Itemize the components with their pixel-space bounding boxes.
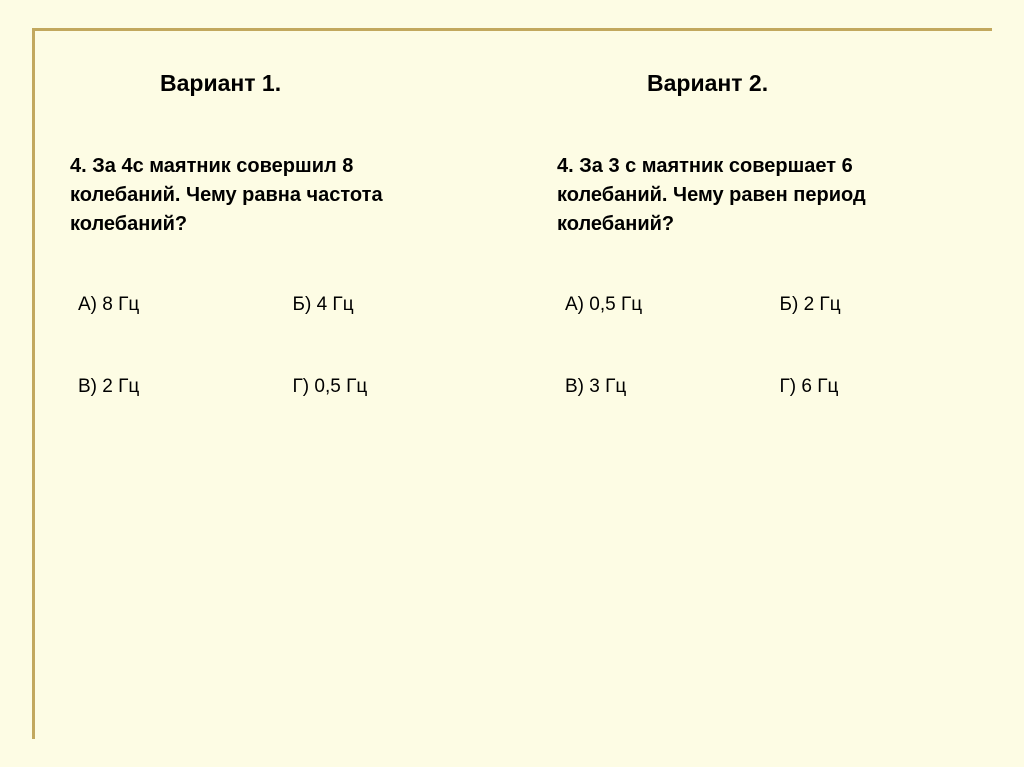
frame-border-left [32, 28, 35, 739]
variant-2-answers: А) 0,5 Гц Б) 2 Гц В) 3 Гц Г) 6 Гц [557, 294, 984, 398]
variant-2-answer-v: В) 3 Гц [565, 376, 770, 398]
variant-2-answer-b: Б) 2 Гц [780, 294, 985, 316]
variant-2-question: 4. За 3 с маятник совершает 6 колебаний.… [557, 152, 984, 239]
variant-1-question: 4. За 4с маятник совершил 8 колебаний. Ч… [70, 152, 497, 239]
variant-1-title: Вариант 1. [70, 70, 497, 97]
variant-1-answers: А) 8 Гц Б) 4 Гц В) 2 Гц Г) 0,5 Гц [70, 294, 497, 398]
variant-1-answer-v: В) 2 Гц [78, 376, 283, 398]
column-variant-1: Вариант 1. 4. За 4с маятник совершил 8 к… [70, 70, 497, 727]
content-area: Вариант 1. 4. За 4с маятник совершил 8 к… [70, 70, 984, 727]
variant-2-title: Вариант 2. [557, 70, 984, 97]
variant-1-answer-a: А) 8 Гц [78, 294, 283, 316]
variant-2-answer-g: Г) 6 Гц [780, 376, 985, 398]
column-variant-2: Вариант 2. 4. За 3 с маятник совершает 6… [557, 70, 984, 727]
variant-2-answer-a: А) 0,5 Гц [565, 294, 770, 316]
variant-1-answer-g: Г) 0,5 Гц [293, 376, 498, 398]
variant-1-answer-b: Б) 4 Гц [293, 294, 498, 316]
frame-border-top [32, 28, 992, 31]
